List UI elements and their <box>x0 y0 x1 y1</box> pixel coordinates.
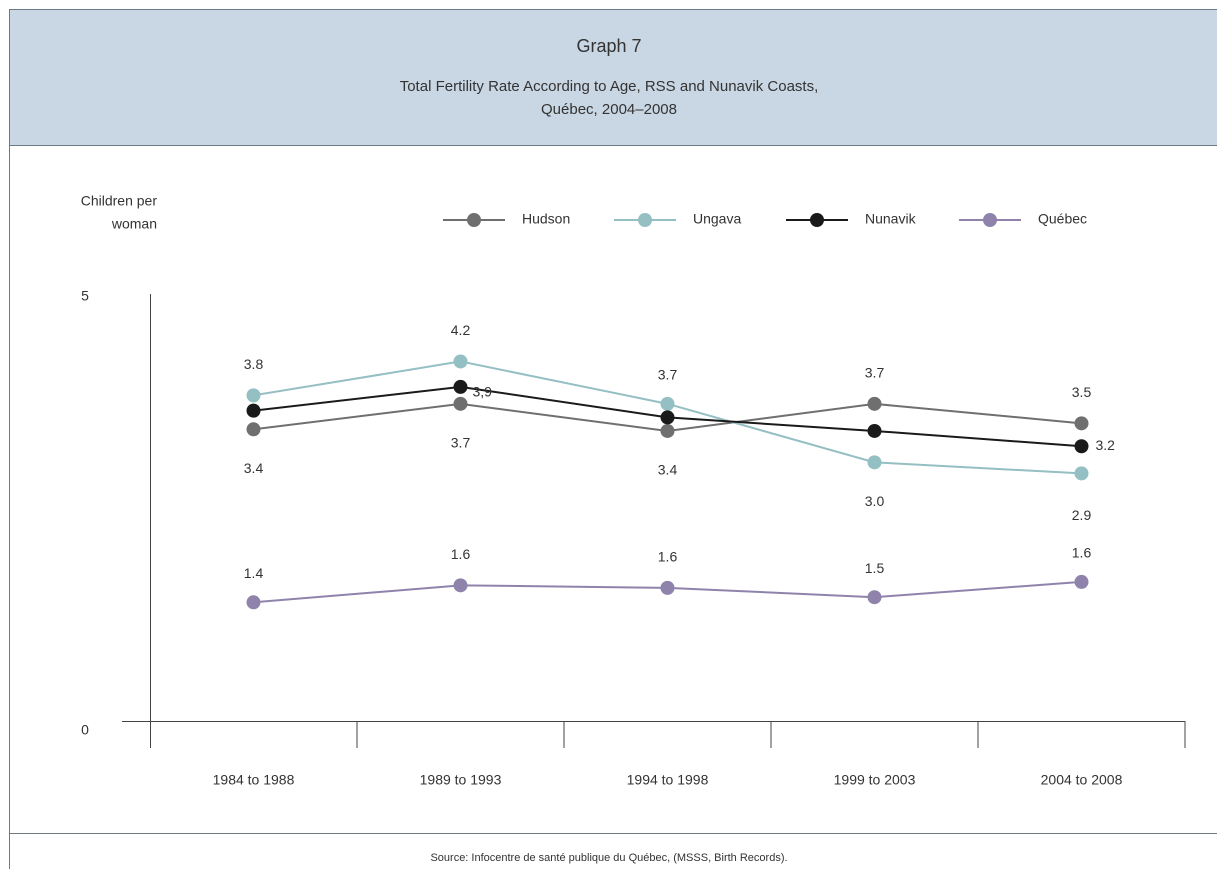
source-note: Source: Infocentre de santé publique du … <box>430 852 787 864</box>
x-tick-label: 1999 to 2003 <box>834 772 916 788</box>
data-label: 3.7 <box>658 367 678 383</box>
data-point <box>1074 466 1089 481</box>
y-tick-label: 5 <box>81 288 89 304</box>
data-label: 1.6 <box>451 546 471 562</box>
frame <box>9 145 1217 869</box>
data-label: 3.5 <box>1072 384 1092 400</box>
header-band <box>9 9 1217 146</box>
data-point <box>660 423 675 438</box>
data-label: 3.0 <box>865 493 885 509</box>
data-label: 1.6 <box>658 549 678 565</box>
data-label: 1.4 <box>244 565 264 581</box>
legend-marker <box>983 213 997 227</box>
data-label: 3.4 <box>658 462 678 478</box>
data-label: 1.5 <box>865 560 885 576</box>
data-label: 3.8 <box>244 356 264 372</box>
data-point <box>453 379 468 394</box>
data-label: 3,9 <box>473 384 493 400</box>
data-label: 1.6 <box>1072 545 1092 561</box>
data-label: 2.9 <box>1072 507 1092 523</box>
legend-marker <box>810 213 824 227</box>
data-point <box>1074 574 1089 589</box>
chart-subtitle: Québec, 2004–2008 <box>541 101 677 118</box>
data-point <box>867 423 882 438</box>
x-tick-label: 1989 to 1993 <box>420 772 502 788</box>
data-point <box>453 396 468 411</box>
data-point <box>867 396 882 411</box>
legend-label: Québec <box>1038 211 1087 227</box>
legend-label: Nunavik <box>865 211 917 227</box>
data-point <box>660 580 675 595</box>
data-point <box>660 410 675 425</box>
data-point <box>246 388 261 403</box>
data-point <box>867 455 882 470</box>
data-label: 3.7 <box>865 365 885 381</box>
chart-subtitle: Total Fertility Rate According to Age, R… <box>400 78 819 95</box>
y-axis-label: woman <box>111 216 157 232</box>
legend-label: Ungava <box>693 211 741 227</box>
x-tick-label: 1994 to 1998 <box>627 772 709 788</box>
y-tick-label: 0 <box>81 722 89 738</box>
data-point <box>453 578 468 593</box>
data-point <box>246 403 261 418</box>
chart-title: Graph 7 <box>576 36 641 56</box>
data-label: 3.7 <box>451 435 471 451</box>
data-point <box>246 595 261 610</box>
data-point <box>1074 439 1089 454</box>
legend-label: Hudson <box>522 211 570 227</box>
data-point <box>1074 416 1089 431</box>
data-point <box>867 590 882 605</box>
data-label: 4.2 <box>451 322 471 338</box>
data-point <box>246 422 261 437</box>
data-label: 3.2 <box>1096 437 1116 453</box>
data-label: 3.4 <box>244 460 264 476</box>
x-tick-label: 1984 to 1988 <box>213 772 295 788</box>
legend-marker <box>638 213 652 227</box>
x-tick-label: 2004 to 2008 <box>1041 772 1123 788</box>
y-axis-label: Children per <box>81 193 158 209</box>
data-point <box>453 354 468 369</box>
legend-marker <box>467 213 481 227</box>
data-point <box>660 396 675 411</box>
